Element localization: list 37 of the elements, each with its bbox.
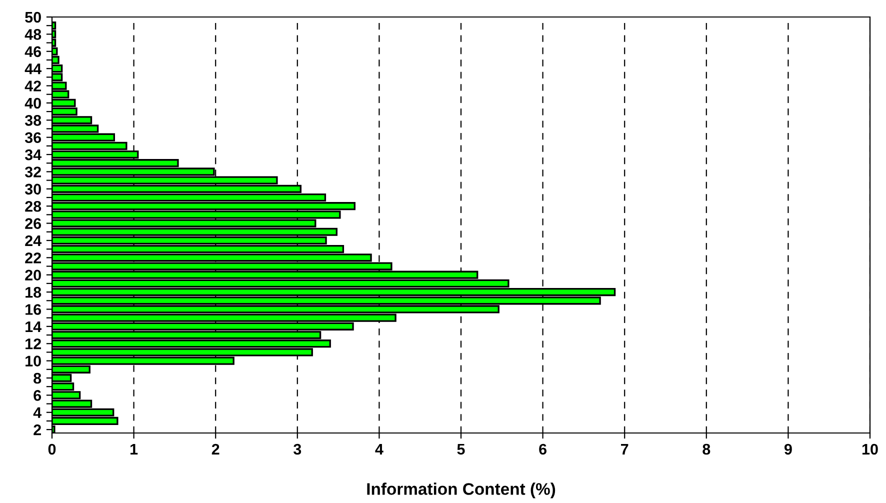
x-tick-label: 1 [130, 444, 138, 454]
y-tick-label: 34 [24, 149, 42, 160]
y-tick-label: 42 [24, 80, 41, 92]
x-tick-label: 7 [621, 444, 628, 454]
y-tick-label: 28 [25, 200, 42, 212]
y-tick-label: 4 [33, 407, 42, 418]
x-tick-label: 2 [212, 444, 220, 454]
y-tick-label: 40 [24, 98, 41, 109]
y-tick-label: 48 [24, 29, 42, 40]
y-tick-label: 16 [26, 304, 42, 315]
x-tick-label: 9 [784, 444, 792, 455]
y-tick-label: 22 [25, 252, 41, 264]
y-tick-label: 26 [25, 218, 42, 229]
x-tick-label: 6 [539, 444, 546, 455]
y-tick-label: 32 [24, 166, 41, 178]
y-tick-label: 20 [25, 270, 41, 281]
y-tick-label: 6 [34, 390, 42, 401]
x-tick-label: 3 [294, 444, 302, 455]
x-axis-title: Information Content (%) [367, 482, 556, 498]
x-tick-label: 8 [702, 444, 710, 455]
x-tick-label: 4 [375, 444, 384, 454]
y-tick-label: 2 [34, 424, 41, 436]
x-tick-label: 10 [862, 444, 878, 455]
y-tick-label: 44 [24, 64, 42, 74]
y-tick-label: 46 [24, 46, 42, 58]
y-tick-label: 14 [26, 321, 42, 332]
y-tick-label: 24 [25, 235, 42, 246]
x-tick-label: 5 [457, 444, 465, 455]
y-tick-label: 38 [24, 115, 42, 126]
x-tick-label: 0 [48, 444, 56, 455]
y-tick-label: 50 [25, 12, 41, 23]
y-tick-label: 36 [24, 132, 42, 144]
y-tick-label: 30 [24, 184, 41, 195]
y-tick-label: 18 [26, 286, 42, 298]
y-tick-label: 10 [26, 356, 41, 366]
y-tick-label: 12 [26, 338, 41, 350]
y-tick-label: 8 [34, 372, 42, 384]
